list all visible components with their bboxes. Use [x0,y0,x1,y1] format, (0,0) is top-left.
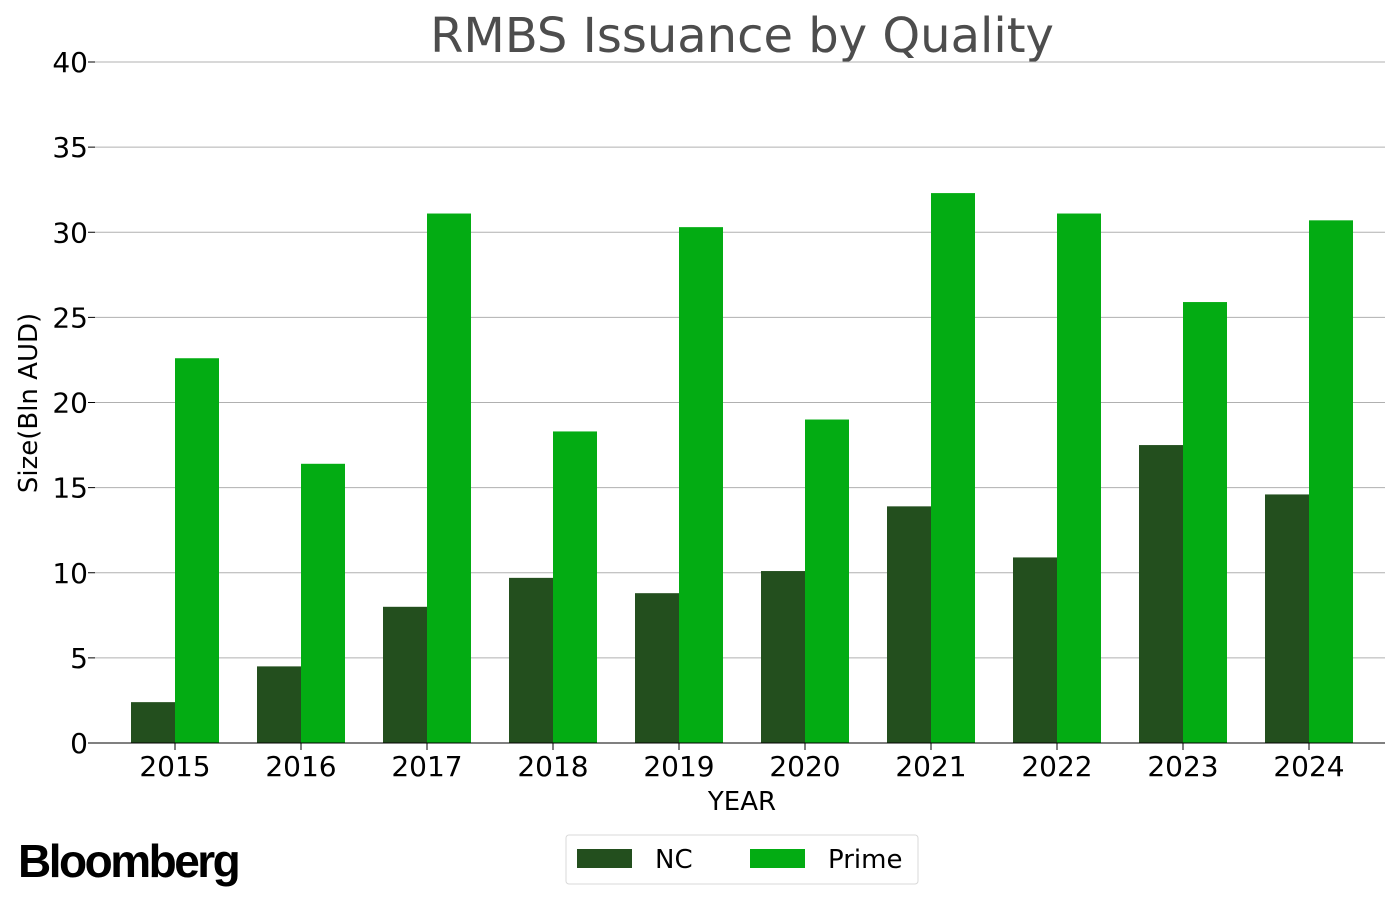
x-tick-label: 2015 [139,750,210,783]
bar-prime-2024 [1309,220,1353,743]
legend: NC Prime [565,834,919,885]
bar-nc-2024 [1265,494,1309,743]
x-axis-label: YEAR [707,787,776,817]
x-tick-label: 2016 [265,750,336,783]
x-tick-label: 2019 [643,750,714,783]
y-tick-label: 35 [52,131,88,164]
bar-prime-2021 [931,193,975,743]
bloomberg-logo: Bloomberg [18,835,241,887]
legend-label-nc: NC [655,845,693,875]
y-axis-ticks: 0 5 10 15 20 25 30 35 40 [52,46,95,760]
legend-swatch-nc [577,849,632,868]
legend-frame [565,834,919,885]
bar-nc-2020 [761,571,805,743]
x-tick-label: 2018 [517,750,588,783]
bar-prime-2019 [679,227,723,743]
bar-nc-2015 [131,702,175,743]
y-tick-label: 10 [52,557,88,590]
x-tick-label: 2023 [1147,750,1218,783]
x-tick-label: 2024 [1273,750,1344,783]
x-tick-label: 2017 [391,750,462,783]
bar-prime-2018 [553,431,597,743]
y-axis-label: Size(Bln AUD) [14,313,44,493]
bar-nc-2022 [1013,557,1057,743]
y-tick-label: 25 [52,301,88,334]
x-tick-label: 2021 [895,750,966,783]
y-tick-label: 0 [70,727,88,760]
bar-prime-2020 [805,419,849,743]
bar-nc-2017 [383,606,427,743]
y-tick-label: 40 [52,46,88,79]
bar-prime-2015 [175,358,219,743]
chart-title: RMBS Issuance by Quality [430,8,1054,64]
y-tick-label: 15 [52,472,88,505]
bar-nc-2023 [1139,445,1183,743]
legend-swatch-prime [750,849,805,868]
y-tick-label: 5 [70,642,88,675]
x-tick-label: 2020 [769,750,840,783]
bar-nc-2016 [257,666,301,743]
bar-prime-2016 [301,463,345,743]
y-tick-label: 20 [52,387,88,420]
bar-nc-2021 [887,506,931,743]
bars [131,193,1353,743]
bar-prime-2023 [1183,302,1227,743]
bar-prime-2022 [1057,213,1101,743]
y-tick-label: 30 [52,216,88,249]
x-tick-label: 2022 [1021,750,1092,783]
bar-nc-2018 [509,577,553,743]
bar-prime-2017 [427,213,471,743]
legend-label-prime: Prime [828,845,902,875]
bar-nc-2019 [635,593,679,743]
x-axis-ticks: 2015 2016 2017 2018 2019 2020 2021 2022 2023 2024 [139,743,1345,783]
